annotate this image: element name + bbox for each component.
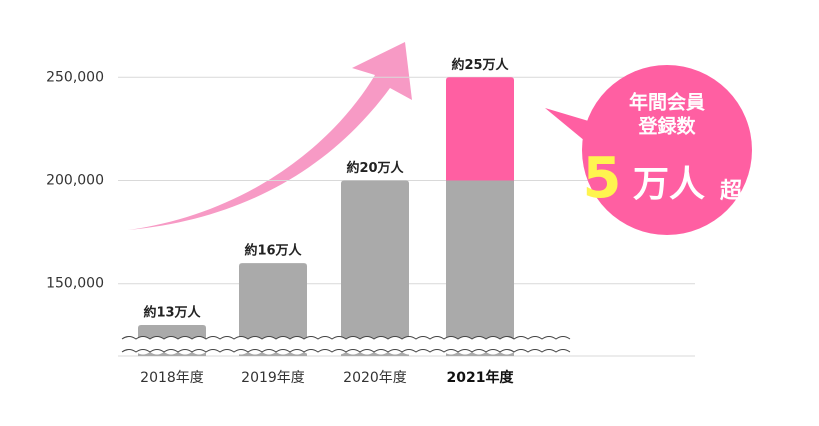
x-tick-label: 2020年度 xyxy=(343,370,407,386)
axis-break-fill xyxy=(122,336,570,355)
x-tick-label: 2019年度 xyxy=(241,370,305,386)
y-tick-label: 250,000 xyxy=(46,69,104,85)
y-tick-label: 150,000 xyxy=(46,276,104,292)
value-label: 約25万人 xyxy=(451,57,509,73)
callout-suffix: 超 xyxy=(720,179,743,204)
callout-line1: 年間会員 xyxy=(629,91,705,114)
callout: 年間会員 登録数 5 万人 超 xyxy=(545,65,752,235)
callout-unit: 万人 xyxy=(633,164,705,205)
y-tick-label: 200,000 xyxy=(46,173,104,189)
value-label: 約20万人 xyxy=(346,160,404,176)
bar xyxy=(239,263,307,356)
callout-number: 5 xyxy=(583,146,622,211)
bar-highlight xyxy=(446,77,514,181)
bar xyxy=(341,180,409,356)
value-label: 約13万人 xyxy=(143,305,201,321)
axis-break-line xyxy=(121,336,571,340)
bar xyxy=(446,180,514,356)
value-label: 約16万人 xyxy=(244,243,302,259)
axis-break-line xyxy=(121,349,571,353)
callout-line2: 登録数 xyxy=(637,115,696,138)
callout-bubble xyxy=(582,65,752,235)
x-tick-label: 2021年度 xyxy=(447,369,515,386)
x-tick-label: 2018年度 xyxy=(140,370,204,386)
growth-arrow xyxy=(128,42,412,230)
